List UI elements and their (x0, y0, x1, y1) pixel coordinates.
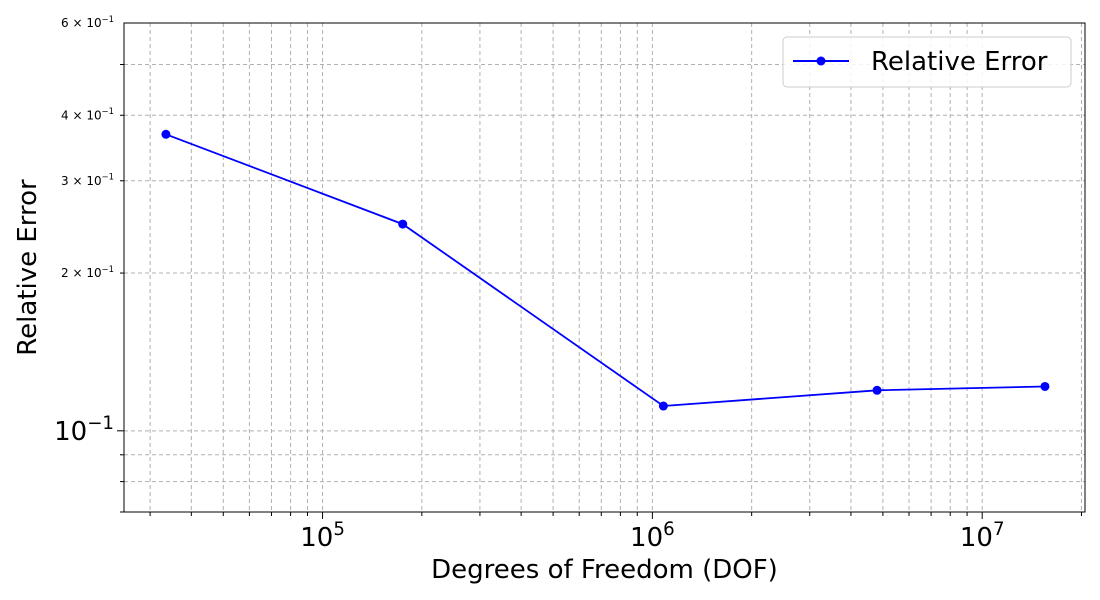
grid-lines (124, 23, 1085, 513)
data-point (658, 401, 668, 411)
data-point (1040, 381, 1050, 391)
y-tick-label: 10−1 (54, 413, 114, 447)
x-axis-label: Degrees of Freedom (DOF) (431, 555, 778, 585)
y-tick-label: 2 × 10−1 (61, 264, 114, 280)
series-line (165, 133, 1046, 407)
y-tick-label: 3 × 10−1 (61, 172, 114, 188)
y-axis-label: Relative Error (13, 179, 43, 356)
series-group (161, 129, 1050, 411)
y-tick-label: 6 × 10−1 (61, 14, 114, 30)
y-tick-label: 4 × 10−1 (61, 106, 114, 122)
axis-ticks: 105 106 107 10−1 2 × 10−1 3 × 10−1 4 × 10−1 6 ×… (54, 14, 1082, 553)
legend: Relative Error (782, 36, 1072, 88)
data-point (872, 385, 882, 395)
x-tick-label: 105 (300, 519, 345, 553)
legend-label: Relative Error (871, 47, 1048, 77)
legend-marker-swatch (816, 56, 826, 66)
x-tick-label: 107 (960, 519, 1005, 553)
x-tick-label: 106 (630, 519, 675, 553)
legend-box (782, 36, 1072, 88)
data-point (398, 219, 408, 229)
plot-frame (123, 22, 1086, 513)
data-point (161, 129, 171, 139)
